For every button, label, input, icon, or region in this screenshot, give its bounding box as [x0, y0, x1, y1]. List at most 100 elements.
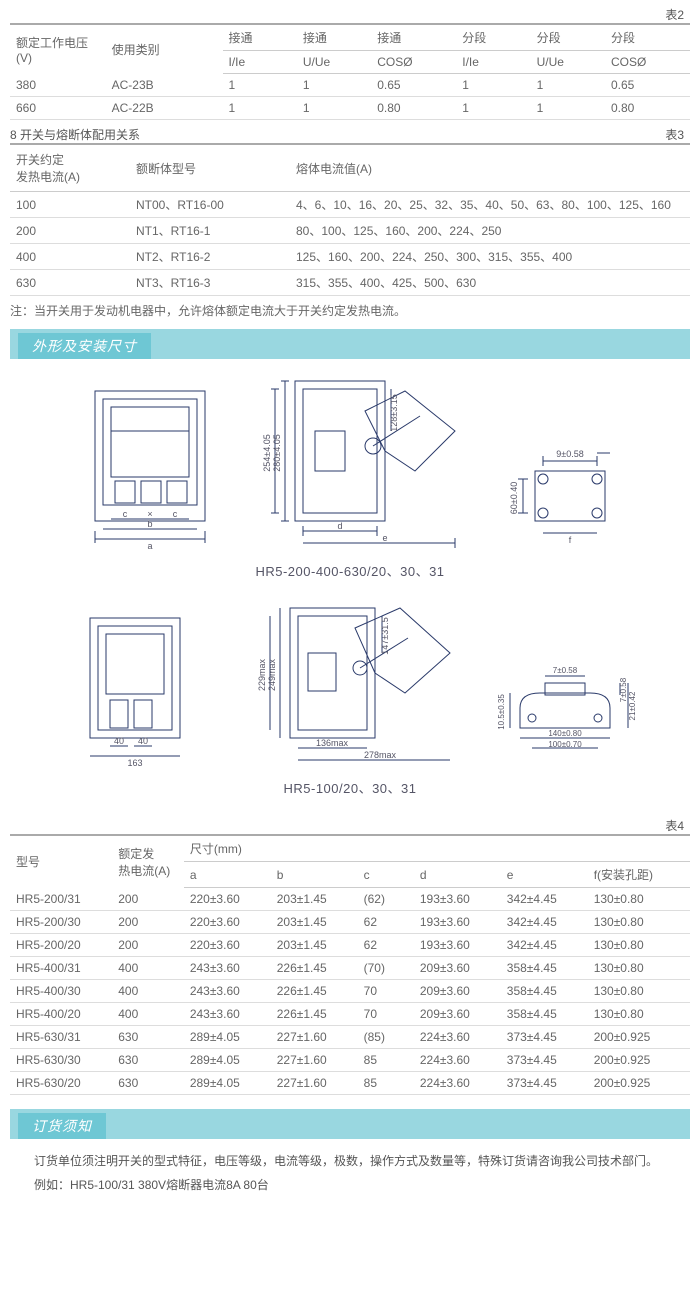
table2-cell: 1	[223, 74, 297, 97]
table2-cell: 1	[223, 97, 297, 120]
table4-cell: 200	[112, 934, 184, 957]
table4-cell: 193±3.60	[414, 934, 501, 957]
table4-label: 表4	[10, 815, 690, 834]
table3-header: 额断体型号	[130, 144, 290, 192]
diagram1-mount: 9±0.58 60±0.40 f	[505, 441, 625, 551]
table4-cell: 224±3.60	[414, 1026, 501, 1049]
svg-text:7±0.58: 7±0.58	[619, 677, 628, 702]
svg-text:40: 40	[114, 736, 124, 746]
table4-cell: 243±3.60	[184, 1003, 271, 1026]
table3-note: 注：当开关用于发动机电器中，允许熔体额定电流大于开关约定发热电流。	[10, 302, 690, 319]
svg-text:254±4.05: 254±4.05	[262, 434, 272, 471]
table2: 额定工作电压(V)使用类别接通接通接通分段分段分段 I/IeU/UeCOSØI/…	[10, 23, 690, 120]
diagram1-caption: HR5-200-400-630/20、30、31	[10, 561, 690, 580]
order-paragraph-2: 例如：HR5-100/31 380V熔断器电流8A 80台	[10, 1175, 690, 1195]
svg-text:60±0.40: 60±0.40	[509, 482, 519, 514]
table2-cell: 380	[10, 74, 106, 97]
table4-cell: 289±4.05	[184, 1026, 271, 1049]
table4-cell: HR5-630/31	[10, 1026, 112, 1049]
table4-cell: 209±3.60	[414, 980, 501, 1003]
table3-header: 开关约定发热电流(A)	[10, 144, 130, 192]
table3-cell: 200	[10, 218, 130, 244]
table3-cell: NT2、RT16-2	[130, 244, 290, 270]
table2-header: 使用类别	[106, 24, 223, 74]
svg-text:249max: 249max	[267, 658, 277, 691]
table2-cell: AC-23B	[106, 74, 223, 97]
table4-cell: HR5-400/30	[10, 980, 112, 1003]
table4-cell: 289±4.05	[184, 1072, 271, 1095]
svg-text:278max: 278max	[364, 750, 397, 760]
table4-cell: 630	[112, 1026, 184, 1049]
diagram2-mount: 10.5±0.35 7±0.58 21±0.42 7±0.58 100±0.70…	[490, 638, 640, 768]
table3-label: 表3	[665, 126, 690, 143]
table4-cell: 226±1.45	[271, 957, 358, 980]
diagram2-front: 163 40 40	[60, 608, 210, 768]
table4-cell: 130±0.80	[588, 980, 690, 1003]
table4-subheader: e	[501, 862, 588, 888]
svg-text:40: 40	[138, 736, 148, 746]
table4-cell: 342±4.45	[501, 934, 588, 957]
table4-cell: 227±1.60	[271, 1072, 358, 1095]
section-order-header: 订货须知	[10, 1109, 690, 1139]
table4-cell: 227±1.60	[271, 1049, 358, 1072]
svg-text:c: c	[173, 509, 178, 519]
svg-text:e: e	[382, 533, 387, 543]
table3-cell: 80、100、125、160、200、224、250	[290, 218, 690, 244]
svg-text:c: c	[123, 509, 128, 519]
svg-text:140±0.80: 140±0.80	[548, 729, 582, 738]
table4-cell: 200±0.925	[588, 1049, 690, 1072]
table2-cell: 0.80	[605, 97, 690, 120]
table4-cell: 193±3.60	[414, 888, 501, 911]
svg-text:7±0.58: 7±0.58	[553, 666, 578, 675]
table2-subheader: I/Ie	[456, 51, 530, 74]
table4-cell: 243±3.60	[184, 957, 271, 980]
table4-cell: 630	[112, 1072, 184, 1095]
table4-cell: 203±1.45	[271, 888, 358, 911]
table3-cell: 315、355、400、425、500、630	[290, 270, 690, 296]
table2-label: 表2	[10, 4, 690, 23]
table2-header: 接通	[297, 24, 371, 51]
table4-subheader: b	[271, 862, 358, 888]
table4-header: 额定发热电流(A)	[112, 835, 184, 888]
table2-header: 额定工作电压(V)	[10, 24, 106, 74]
table4-cell: 130±0.80	[588, 911, 690, 934]
table4-cell: 220±3.60	[184, 934, 271, 957]
svg-text:163: 163	[127, 758, 142, 768]
table2-cell: 1	[297, 97, 371, 120]
section-dims-header: 外形及安装尺寸	[10, 329, 690, 359]
svg-text:9±0.58: 9±0.58	[556, 449, 583, 459]
table3-cell: 4、6、10、16、20、25、32、35、40、50、63、80、100、12…	[290, 192, 690, 218]
svg-text:b: b	[147, 519, 152, 529]
table4-cell: 373±4.45	[501, 1072, 588, 1095]
table4-header: 尺寸(mm)	[184, 835, 690, 862]
table4-cell: 200	[112, 911, 184, 934]
table2-subheader: I/Ie	[223, 51, 297, 74]
table2-header: 接通	[371, 24, 456, 51]
table2-cell: 0.65	[605, 74, 690, 97]
table4-header: 型号	[10, 835, 112, 888]
table2-subheader: COSØ	[371, 51, 456, 74]
table4-cell: 70	[358, 1003, 414, 1026]
table4-cell: HR5-400/31	[10, 957, 112, 980]
svg-text:f: f	[569, 535, 572, 545]
diagram2-block: 163 40 40 249	[10, 598, 690, 797]
svg-text:100±0.70: 100±0.70	[548, 740, 582, 749]
table4-cell: 193±3.60	[414, 911, 501, 934]
table4-cell: HR5-200/30	[10, 911, 112, 934]
table2-subheader: U/Ue	[531, 51, 605, 74]
table4-cell: 130±0.80	[588, 888, 690, 911]
table2-cell: 660	[10, 97, 106, 120]
table2-header: 接通	[223, 24, 297, 51]
table4-subheader: f(安装孔距)	[588, 862, 690, 888]
svg-text:21±0.42: 21±0.42	[628, 691, 637, 720]
svg-text:d: d	[337, 521, 342, 531]
table4-cell: 342±4.45	[501, 888, 588, 911]
diagram1-side: 280±4.05 254±4.05 128±3.15 d e	[255, 371, 475, 551]
table4-cell: HR5-200/20	[10, 934, 112, 957]
table4-cell: 209±3.60	[414, 957, 501, 980]
svg-text:128±3.15: 128±3.15	[389, 394, 399, 431]
table2-cell: AC-22B	[106, 97, 223, 120]
table4-cell: 400	[112, 957, 184, 980]
table2-cell: 0.80	[371, 97, 456, 120]
svg-text:280±4.05: 280±4.05	[272, 434, 282, 471]
